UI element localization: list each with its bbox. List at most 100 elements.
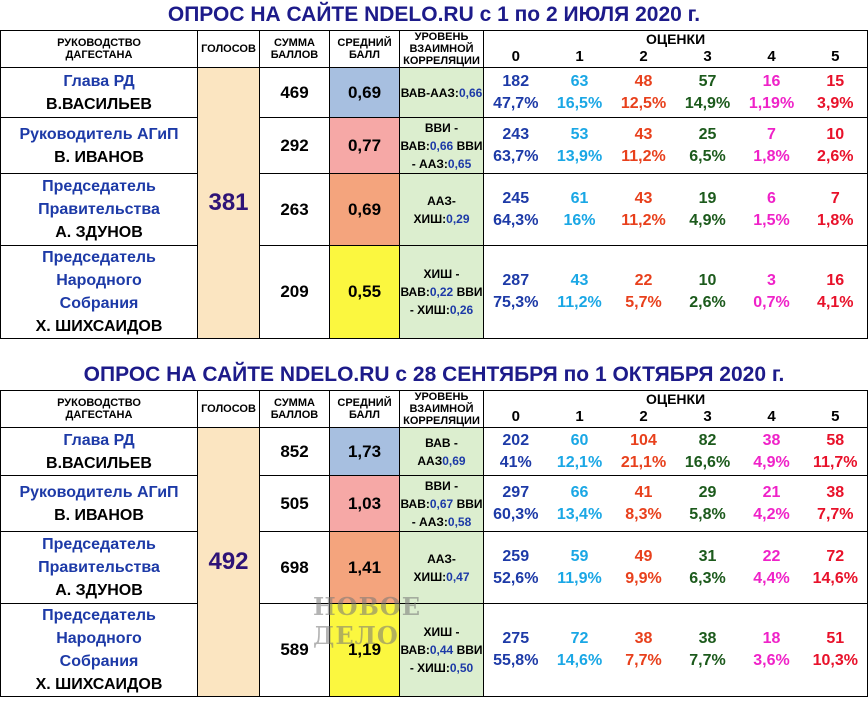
grade-percent: 11,2%: [557, 294, 602, 311]
table-row: Глава РД В.ВАСИЛЬЕВ 492 852 1,73 ВАВ - ААЗ0,6…: [0, 427, 868, 697]
leader-name-line: Собрания: [59, 653, 139, 670]
grade-header-0: 0: [483, 406, 548, 428]
score-sum: 505: [259, 475, 330, 532]
watermark-text: НОВОЕ ДЕЛО: [313, 592, 422, 650]
score-sum: 469: [259, 67, 330, 118]
grade-cell-2: 41 8,3%: [611, 475, 676, 532]
average-score: 1,73: [329, 427, 400, 476]
table-row: Руководитель АГиП В. ИВАНОВ 505 1,03 ВВИ - В…: [0, 475, 868, 532]
correlation-cell: ВВИ - ВАВ:0,66 ВВИ - ААЗ:0,65: [399, 117, 484, 174]
grade-percent: 14,9%: [684, 94, 731, 112]
correlation-pair: ВВИ - ХИШ:: [409, 285, 483, 317]
grade-count: 57: [698, 72, 717, 90]
header-votes: ГОЛОСОВ: [197, 30, 260, 68]
grade-count: 38: [634, 630, 653, 647]
average-score: 0,69: [329, 67, 400, 118]
grade-cell-5: 58 11,7%: [803, 427, 868, 476]
average-score: 1,19: [329, 603, 400, 697]
grade-percent: 13,9%: [556, 147, 603, 165]
grade-count: 7: [767, 125, 776, 143]
leader-name: Глава РД В.ВАСИЛЬЕВ: [0, 427, 198, 476]
correlation-pair: ХИШ - ВАВ:: [400, 625, 460, 657]
grade-count: 245: [502, 189, 530, 207]
leader-name: Руководитель АГиП В. ИВАНОВ: [0, 475, 198, 532]
header-grades: ОЦЕНКИ: [482, 29, 868, 47]
grade-count: 51: [826, 630, 845, 647]
leader-name-line: Народного: [56, 272, 142, 289]
correlation-value: 0,69: [442, 453, 466, 468]
grade-count: 202: [502, 431, 530, 449]
grade-percent: 16,6%: [684, 453, 731, 471]
average-score: 1,41: [329, 531, 400, 604]
grade-cell-5: 38 7,7%: [803, 475, 868, 532]
grade-count: 41: [634, 483, 653, 501]
grade-percent: 13,4%: [556, 505, 603, 523]
grade-count: 66: [570, 483, 589, 501]
correlation-cell: ААЗ-ХИШ:0,47: [399, 531, 484, 604]
grade-count: 19: [698, 189, 717, 207]
grade-count: 22: [762, 547, 781, 565]
grade-cell-5: 15 3,9%: [803, 67, 868, 118]
grade-count: 43: [570, 272, 589, 289]
grade-count: 43: [634, 125, 653, 143]
correlation-cell: ААЗ-ХИШ:0,29: [399, 173, 484, 246]
table-row: Глава РД В.ВАСИЛЬЕВ 381 469 0,69 ВАВ-ААЗ:0,66…: [0, 67, 868, 339]
correlation-pair: ВВИ - ААЗ:: [411, 138, 483, 171]
grade-percent: 5,8%: [689, 505, 726, 523]
correlation-cell: ВАВ-ААЗ:0,66: [399, 67, 484, 118]
correlation-pair: ААЗ-ХИШ:: [413, 551, 456, 584]
header-grades: ОЦЕНКИ: [482, 389, 868, 407]
correlation-value: 0,29: [446, 211, 470, 226]
grade-cell-1: 63 16,5%: [547, 67, 612, 118]
grade-count: 287: [502, 272, 530, 289]
grade-cell-1: 59 11,9%: [547, 531, 612, 604]
grade-percent: 2,6%: [689, 294, 726, 311]
grade-percent: 11,2%: [621, 211, 666, 229]
grade-percent: 4,4%: [753, 569, 790, 587]
grade-count: 104: [630, 431, 657, 449]
grade-percent: 5,7%: [625, 294, 662, 311]
grade-percent: 16,5%: [556, 94, 603, 112]
grade-count: 48: [634, 72, 653, 90]
leader-name-line: Председатель: [42, 249, 156, 266]
grade-percent: 4,9%: [689, 211, 726, 229]
grade-cell-2: 22 5,7%: [611, 245, 676, 339]
correlation-pair: ААЗ-ХИШ:: [413, 193, 456, 226]
grade-cell-3: 82 16,6%: [675, 427, 740, 476]
grade-cell-3: 31 6,3%: [675, 531, 740, 604]
leader-name-line: Х. ШИХСАИДОВ: [35, 318, 163, 335]
grade-count: 63: [570, 72, 589, 90]
average-score: 0,69: [329, 173, 400, 246]
grade-cell-5: 51 10,3%: [803, 603, 868, 697]
grade-cell-1: 61 16%: [547, 173, 612, 246]
average-score: 1,03: [329, 475, 400, 532]
grade-cell-0: 243 63,7%: [483, 117, 548, 174]
grade-cell-4: 6 1,5%: [739, 173, 804, 246]
grade-cell-0: 245 64,3%: [483, 173, 548, 246]
grade-percent: 0,7%: [753, 294, 790, 311]
correlation-cell: ХИШ - ВАВ:0,44 ВВИ - ХИШ:0,50: [399, 603, 484, 697]
leader-name: Председатель Правительства А. ЗДУНОВ: [0, 173, 198, 246]
grade-percent: 55,8%: [493, 652, 539, 669]
grade-percent: 4,1%: [817, 294, 854, 311]
grade-cell-4: 16 1,19%: [739, 67, 804, 118]
header-avg: СРЕДНИЙ БАЛЛ: [329, 390, 400, 428]
correlation-value: 0,47: [446, 569, 470, 584]
grade-percent: 3,9%: [817, 94, 854, 112]
correlation-value: 0,66: [458, 85, 483, 100]
grade-percent: 9,9%: [625, 569, 662, 587]
grade-cell-0: 287 75,3%: [483, 245, 548, 339]
grade-cell-4: 18 3,6%: [739, 603, 804, 697]
grade-cell-1: 43 11,2%: [547, 245, 612, 339]
grade-count: 3: [767, 272, 776, 289]
grade-count: 58: [826, 431, 845, 449]
grade-header-4: 4: [739, 406, 804, 428]
grade-count: 38: [826, 483, 845, 501]
score-sum: 852: [259, 427, 330, 476]
table-row: Председатель Народного Собрания Х. ШИХСАИДО…: [0, 603, 868, 697]
grade-cell-5: 7 1,8%: [803, 173, 868, 246]
leader-name-line: В. ИВАНОВ: [54, 148, 144, 166]
header-correlation: УРОВЕНЬ ВЗАИМНОЙ КОРРЕЛЯЦИИ: [399, 30, 484, 68]
grade-percent: 41%: [499, 453, 532, 471]
leader-name-line: Руководитель АГиП: [19, 125, 179, 143]
